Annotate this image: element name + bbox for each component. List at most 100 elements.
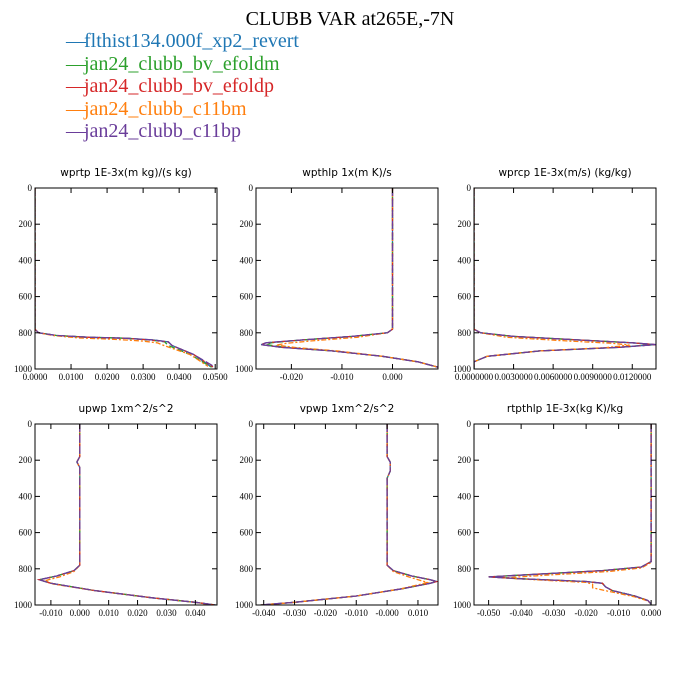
y-tick-label: 800 [458,328,472,338]
x-tick-label: -0.000 [375,608,399,618]
profile-panel: wprtp 1E-3x(m kg)/(s kg) 0 200 400 600 800 100… [14,167,228,382]
y-tick-label: 0 [249,419,254,429]
x-tick-label: 0.010 [99,608,120,618]
series-line [35,188,212,368]
y-tick-label: 0 [249,183,254,193]
figure-title: CLUBB VAR at265E,-7N [245,8,455,30]
y-tick-label: 1000 [453,364,472,374]
y-tick-label: 1000 [14,364,33,374]
x-tick-label: -0.020 [280,372,304,382]
x-tick-label: -0.010 [39,608,63,618]
profile-panel: upwp 1xm^2/s^2 0 200 400 600 800 1000 -0.010 0.0… [14,403,218,618]
plot-frame [473,423,657,606]
legend-line-icon: — [66,97,86,120]
series-line [36,424,216,605]
legend-line-icon: — [66,120,86,142]
y-tick-label: 800 [458,564,472,574]
x-tick-label: -0.020 [314,608,338,618]
x-tick-label: 0.0000000 [455,372,494,382]
legend-label: jan24_clubb_bv_efoldp [84,75,274,97]
series-line [35,188,216,368]
y-tick-label: 800 [19,328,33,338]
x-tick-label: -0.020 [575,608,599,618]
y-tick-label: 800 [240,564,254,574]
x-tick-label: 0.0200 [95,372,120,382]
series-line [36,424,216,605]
legend-line-icon: — [66,52,86,75]
legend-item: — jan24_clubb_c11bm [66,98,299,121]
y-tick-label: 800 [240,328,254,338]
legend-line-icon: — [66,30,86,52]
panel-title: wpthlp 1x(m K)/s [302,167,392,179]
x-tick-label: 0.0120000 [613,372,652,382]
plot-frame [34,423,218,606]
series-line [474,188,656,369]
x-tick-label: -0.010 [607,608,631,618]
x-tick-label: 0.0060000 [534,372,573,382]
profile-panel: rtpthlp 1E-3x(kg K)/kg02004006008001000-… [453,403,662,618]
x-tick-label: 0.0100 [59,372,84,382]
legend-label: jan24_clubb_c11bm [84,97,247,120]
legend-item: — jan24_clubb_c11bp [66,120,299,143]
plot-frame [473,187,657,370]
x-tick-label: -0.040 [510,608,534,618]
profile-panel: wprcp 1E-3x(m/s) (kg/kg) 0 200 400 600 800 100… [453,167,657,382]
legend-item: — jan24_clubb_bv_efoldp [66,75,299,98]
y-tick-label: 200 [19,455,33,465]
series-line [36,424,216,605]
x-tick-label: 0.0300 [131,372,156,382]
x-tick-label: 0.000 [382,372,403,382]
x-tick-label: -0.010 [330,372,354,382]
plot-frame [34,187,218,370]
y-tick-label: 1000 [453,600,472,610]
profile-panel: vpwp 1xm^2/s^2 0 200 400 600 800 1000-0.040 -0.… [235,403,439,618]
y-tick-label: 200 [458,219,472,229]
y-tick-label: 400 [458,255,472,265]
y-tick-label: 600 [240,528,254,538]
profile-panel: wpthlp 1x(m K)/s 0 200 400 600 800 1000 -0.020 -… [235,167,439,382]
y-tick-label: 1000 [14,600,33,610]
series-line [260,188,438,368]
series-line [35,188,209,367]
legend-line-icon: — [66,75,86,97]
plot-frame [255,187,439,370]
y-tick-label: 400 [19,255,33,265]
panel-title: rtpthlp 1E-3x(kg K)/kg [507,403,623,415]
y-tick-label: 800 [19,564,33,574]
series-line [488,424,652,605]
x-tick-label: 0.0400 [167,372,192,382]
x-tick-label: -0.040 [252,608,276,618]
x-tick-label: -0.030 [283,608,307,618]
legend-label: flthist134.000f_xp2_revert [84,30,299,52]
series-line [260,188,438,368]
series-line [43,424,213,605]
y-tick-label: 0 [28,183,33,193]
y-tick-label: 200 [240,455,254,465]
legend-label: jan24_clubb_bv_efoldm [84,52,280,75]
legend: — flthist134.000f_xp2_revert — jan24_club… [66,30,299,143]
y-tick-label: 600 [458,528,472,538]
y-tick-label: 200 [458,455,472,465]
panel-title: upwp 1xm^2/s^2 [79,403,174,415]
y-tick-label: 1000 [235,600,254,610]
series-line [474,188,656,369]
x-tick-label: 0.030 [156,608,177,618]
y-tick-label: 200 [240,219,254,229]
x-tick-label: -0.030 [542,608,566,618]
y-tick-label: 1000 [235,364,254,374]
series-line [260,188,438,368]
x-tick-label: 0.000 [70,608,91,618]
x-tick-label: -0.050 [477,608,501,618]
y-tick-label: 600 [19,292,33,302]
series-line [263,424,430,605]
y-tick-label: 0 [467,419,472,429]
y-tick-label: 600 [458,292,472,302]
x-tick-label: 0.010 [408,608,429,618]
x-tick-label: 0.000 [641,608,662,618]
x-tick-label: 0.0030000 [494,372,533,382]
series-line [474,188,656,369]
y-tick-label: 600 [19,528,33,538]
panel-title: wprtp 1E-3x(m kg)/(s kg) [60,167,191,179]
y-tick-label: 400 [19,491,33,501]
